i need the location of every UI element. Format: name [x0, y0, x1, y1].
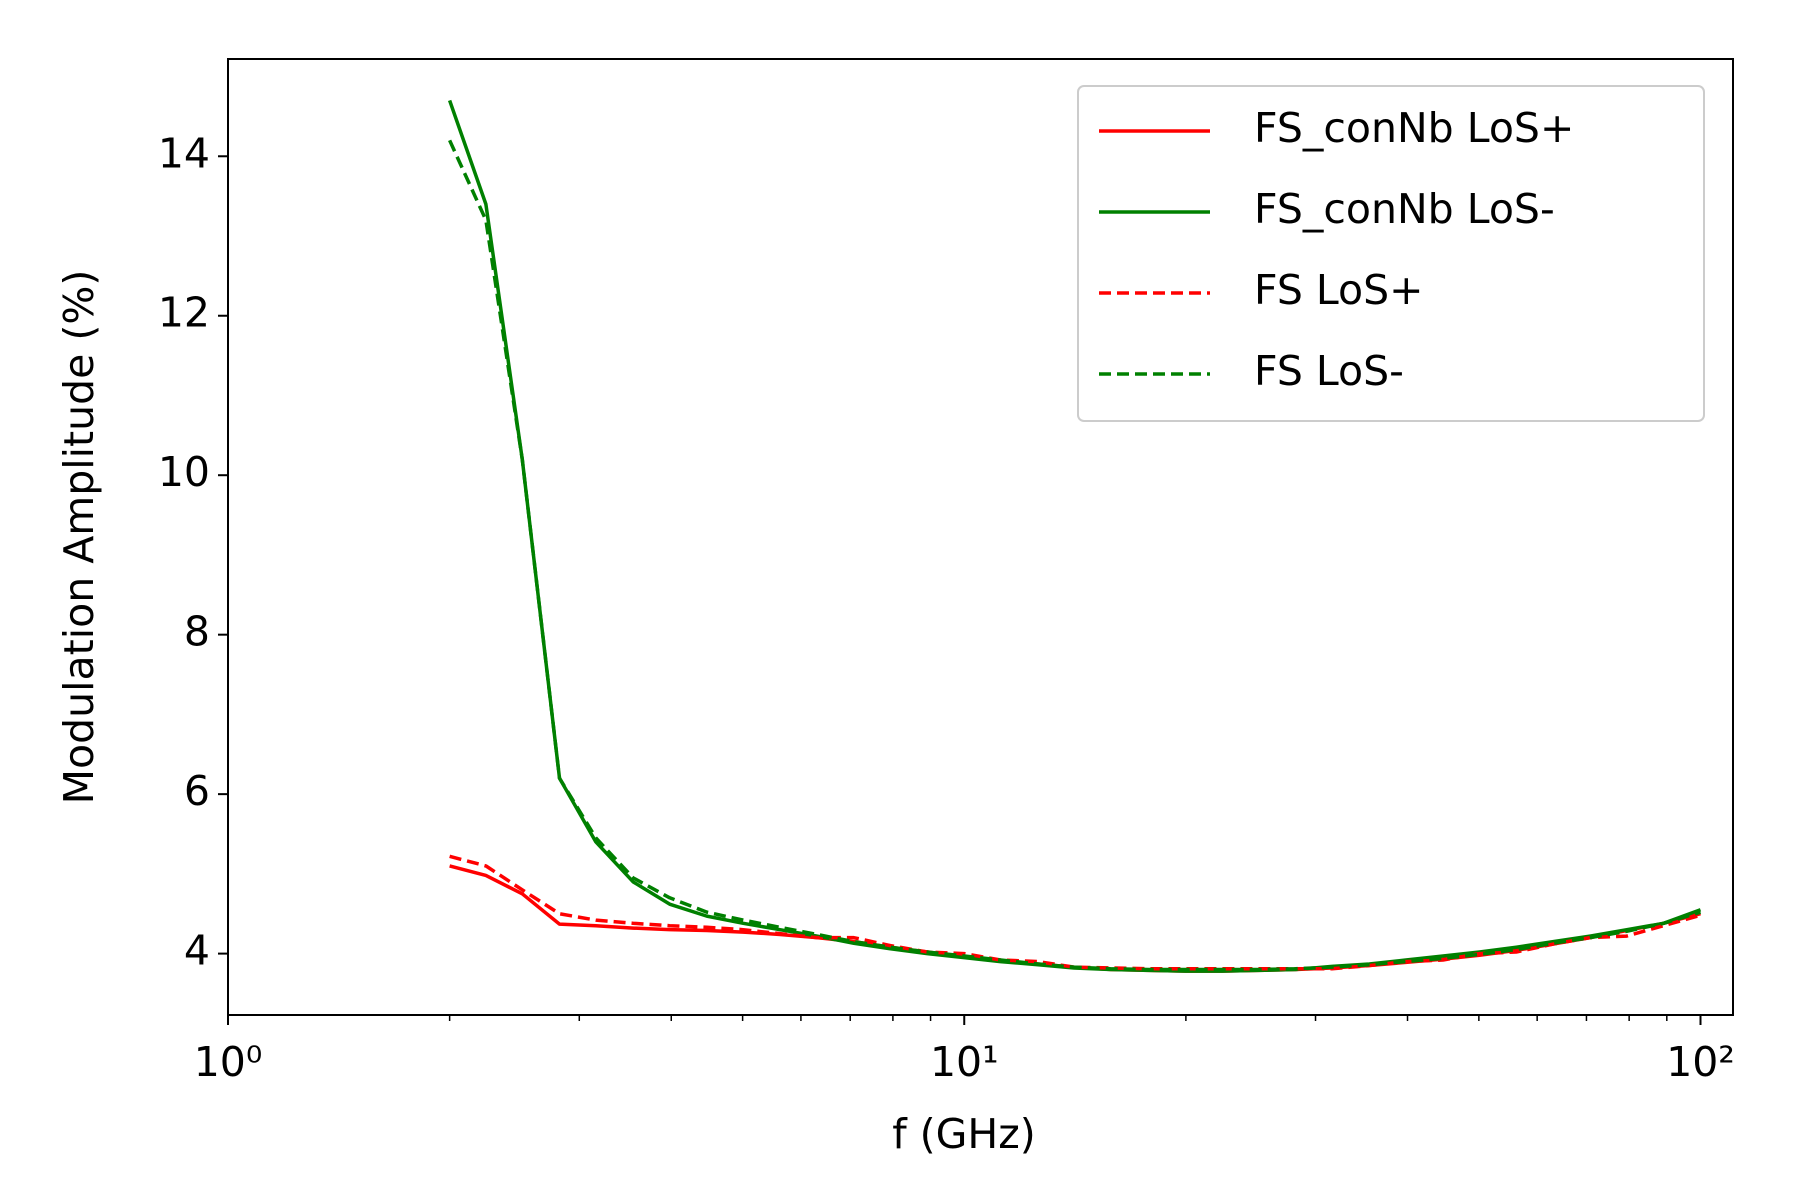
legend-label: FS LoS+: [1254, 266, 1424, 314]
y-axis-label: Modulation Amplitude (%): [55, 270, 103, 805]
y-tick-label: 4: [184, 927, 210, 975]
plot-frame: [227, 58, 1734, 1016]
legend-label: FS LoS-: [1254, 347, 1404, 395]
y-tick-label: 12: [158, 289, 210, 337]
x-tick-label: 10²: [1666, 1038, 1735, 1086]
data-line: [448, 139, 1702, 972]
y-tick-label: 14: [158, 129, 210, 177]
y-tick-label: 6: [184, 767, 210, 815]
legend: FS_conNb LoS+ FS_conNb LoS- FS LoS+ FS LoS-: [1077, 85, 1705, 422]
legend-box: [1077, 85, 1705, 422]
x-tick-label: 10¹: [930, 1038, 999, 1086]
legend-label: FS_conNb LoS+: [1254, 104, 1574, 152]
legend-label: FS_conNb LoS-: [1254, 185, 1555, 233]
y-tick-label: 10: [158, 448, 210, 496]
x-tick-label: 10⁰: [194, 1038, 263, 1086]
x-axis-label: f (GHz): [892, 1110, 1036, 1158]
y-tick-label: 8: [184, 608, 210, 656]
